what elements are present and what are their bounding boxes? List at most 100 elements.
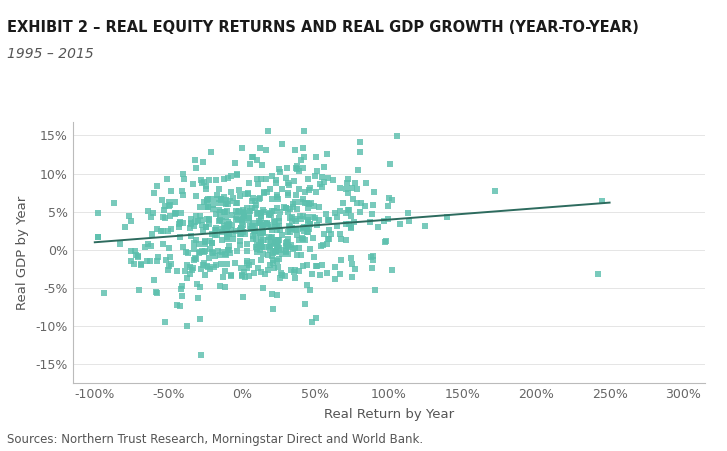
Point: [273, 222, 285, 229]
Point: [268, 207, 280, 215]
Point: [164, 198, 175, 205]
Point: [202, 263, 214, 271]
Point: [220, 250, 231, 258]
Point: [119, 224, 131, 231]
Point: [256, 222, 268, 229]
Point: [141, 257, 153, 264]
Point: [352, 199, 364, 206]
Point: [243, 216, 254, 224]
Point: [214, 214, 226, 221]
Point: [334, 230, 345, 237]
Point: [229, 159, 241, 166]
Point: [345, 212, 357, 220]
Point: [211, 196, 222, 203]
Point: [297, 195, 309, 202]
Point: [221, 222, 233, 229]
Point: [289, 266, 301, 273]
Point: [351, 185, 363, 193]
Point: [211, 231, 222, 238]
Point: [142, 240, 153, 248]
Point: [296, 252, 308, 259]
Point: [255, 237, 267, 244]
Point: [308, 202, 320, 210]
Point: [207, 249, 219, 257]
Point: [157, 227, 169, 235]
Point: [206, 239, 218, 247]
Point: [198, 199, 210, 206]
Point: [255, 257, 267, 264]
Point: [196, 217, 207, 224]
Point: [221, 207, 233, 215]
Point: [290, 226, 302, 233]
Point: [310, 314, 321, 322]
Point: [289, 199, 301, 206]
Point: [280, 174, 292, 181]
Point: [164, 212, 175, 220]
Point: [243, 214, 254, 221]
Point: [198, 178, 209, 185]
Point: [128, 261, 140, 268]
Point: [157, 240, 169, 248]
Point: [265, 234, 277, 241]
Point: [235, 230, 246, 238]
Point: [221, 196, 233, 203]
Point: [298, 223, 310, 230]
Point: [148, 189, 160, 197]
Point: [235, 228, 246, 235]
Point: [259, 271, 270, 278]
Point: [292, 205, 303, 212]
Point: [302, 228, 313, 235]
Point: [193, 295, 204, 302]
Point: [176, 293, 188, 300]
Point: [340, 236, 352, 243]
Point: [310, 172, 321, 179]
Point: [294, 198, 306, 205]
Point: [257, 228, 268, 235]
Point: [200, 203, 212, 210]
Point: [269, 224, 281, 231]
Point: [266, 290, 278, 298]
Point: [171, 301, 182, 308]
Point: [386, 196, 398, 203]
Point: [175, 209, 187, 216]
Point: [295, 156, 307, 163]
Point: [196, 221, 208, 228]
Point: [151, 225, 163, 232]
Point: [219, 283, 230, 290]
Point: [202, 203, 214, 211]
Point: [230, 259, 241, 266]
Point: [236, 225, 247, 232]
Point: [245, 225, 257, 232]
Text: EXHIBIT 2 – REAL EQUITY RETURNS AND REAL GDP GROWTH (YEAR-TO-YEAR): EXHIBIT 2 – REAL EQUITY RETURNS AND REAL…: [7, 20, 639, 35]
Point: [318, 179, 330, 186]
Point: [304, 201, 316, 208]
Point: [278, 203, 290, 211]
Point: [190, 156, 201, 164]
Point: [249, 270, 260, 277]
Point: [206, 230, 218, 237]
Point: [354, 138, 366, 146]
Point: [310, 262, 322, 270]
Point: [297, 234, 308, 241]
Point: [237, 228, 249, 235]
Point: [300, 236, 311, 244]
Point: [272, 241, 284, 249]
Point: [206, 239, 218, 247]
Point: [289, 216, 301, 223]
Point: [166, 225, 177, 232]
Point: [257, 251, 269, 258]
Point: [368, 189, 379, 196]
Point: [244, 262, 255, 269]
Point: [225, 172, 236, 179]
Point: [280, 204, 292, 212]
Point: [289, 177, 300, 184]
Point: [294, 212, 305, 220]
Point: [342, 206, 353, 213]
Point: [164, 202, 176, 209]
Point: [282, 228, 294, 235]
Point: [302, 216, 313, 223]
Point: [174, 303, 186, 310]
Point: [188, 245, 200, 253]
Point: [276, 272, 288, 279]
Point: [225, 272, 237, 279]
